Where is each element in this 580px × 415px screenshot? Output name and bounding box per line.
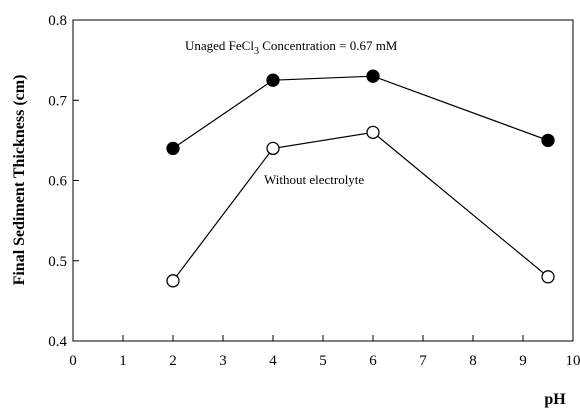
y-tick-label: 0.8: [48, 13, 67, 29]
y-axis-title: Final Sediment Thickness (cm): [11, 75, 28, 286]
series-line: [173, 132, 548, 280]
annotation-unaged-prefix: Unaged FeCl: [185, 38, 254, 53]
y-tick-label: 0.7: [48, 93, 67, 109]
series-line: [173, 76, 548, 148]
x-tick-label: 5: [319, 353, 327, 369]
data-point-filled: [267, 74, 279, 86]
y-tick-label: 0.6: [48, 174, 67, 190]
data-point-filled: [167, 142, 179, 154]
x-tick-label: 10: [566, 353, 580, 369]
x-tick-label: 6: [369, 353, 377, 369]
x-tick-label: 4: [269, 353, 277, 369]
series-1: [167, 70, 554, 154]
x-tick-label: 1: [119, 353, 127, 369]
x-tick-label: 9: [519, 353, 527, 369]
data-point-filled: [367, 70, 379, 82]
x-tick-label: 8: [469, 353, 477, 369]
x-axis-title: pH: [544, 391, 566, 408]
y-tick-label: 0.4: [48, 334, 67, 350]
data-point-open: [267, 142, 279, 154]
series-2: [167, 126, 554, 286]
x-tick-label: 2: [169, 353, 177, 369]
x-tick-label: 0: [69, 353, 77, 369]
data-point-open: [542, 271, 554, 283]
data-point-open: [367, 126, 379, 138]
y-tick-label: 0.5: [48, 254, 67, 270]
data-point-filled: [542, 134, 554, 146]
annotation-unaged-suffix: Concentration = 0.67 mM: [259, 38, 398, 53]
annotation-without-electrolyte: Without electrolyte: [264, 172, 364, 187]
x-tick-label: 3: [219, 353, 227, 369]
annotation-unaged: Unaged FeCl3 Concentration = 0.67 mM: [185, 38, 398, 57]
x-tick-label: 7: [419, 353, 427, 369]
data-point-open: [167, 275, 179, 287]
ticks: 0 1 2 3 4 5 6 7 8 9 10 0.4 0.5 0.6 0.7 0.8: [48, 13, 580, 369]
